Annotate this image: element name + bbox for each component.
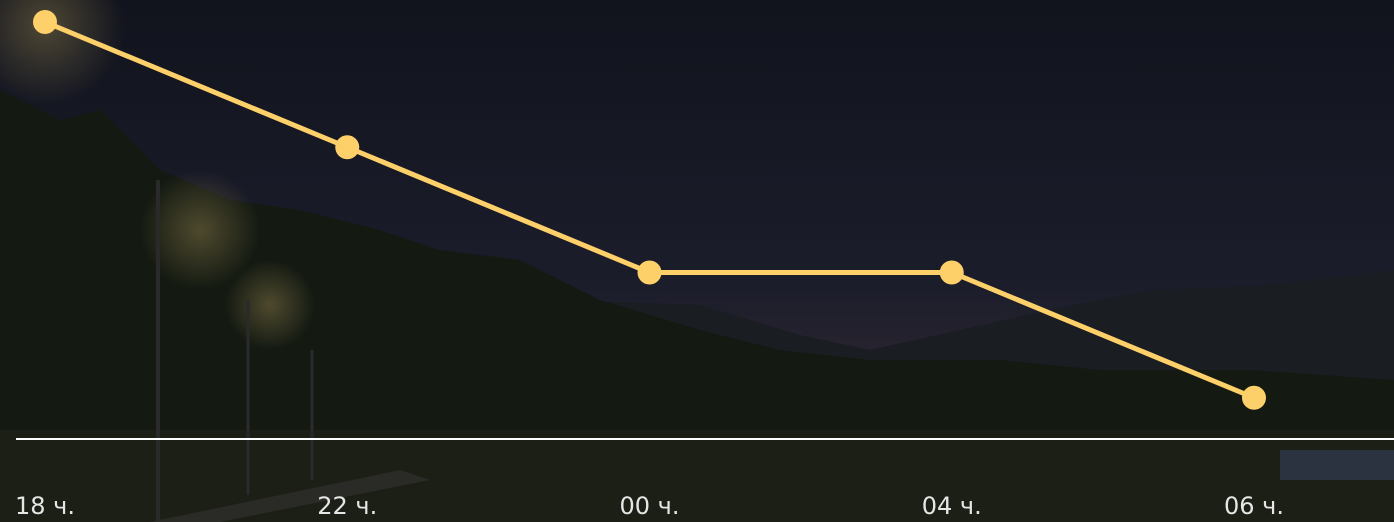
point: [638, 261, 662, 285]
chart: 18 ч. 22 ч. 00 ч. 04 ч. 06 ч.: [0, 0, 1394, 522]
x-tick-label: 06 ч.: [1224, 492, 1284, 520]
point: [940, 261, 964, 285]
x-tick-label: 00 ч.: [620, 492, 680, 520]
background: [0, 0, 1394, 522]
x-tick-label: 18 ч.: [15, 492, 75, 520]
point: [33, 10, 57, 34]
x-tick-label: 04 ч.: [922, 492, 982, 520]
x-tick-label: 22 ч.: [317, 492, 377, 520]
point: [335, 135, 359, 159]
point: [1242, 386, 1266, 410]
